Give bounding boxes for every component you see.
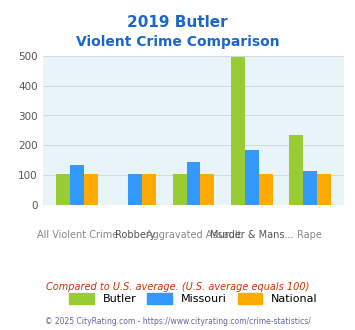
Bar (303, 171, 317, 205)
Bar (142, 174, 156, 205)
Text: All Violent Crime: All Violent Crime (37, 230, 118, 240)
Text: Murder & Mans...: Murder & Mans... (210, 230, 293, 240)
Bar (245, 150, 258, 205)
Bar (289, 135, 303, 205)
Legend: Butler, Missouri, National: Butler, Missouri, National (69, 293, 318, 305)
Bar (231, 57, 245, 205)
Bar (70, 165, 84, 205)
Text: Rape: Rape (297, 230, 322, 240)
Bar (129, 174, 142, 205)
Text: Aggravated Assault: Aggravated Assault (146, 230, 241, 240)
Text: © 2025 CityRating.com - https://www.cityrating.com/crime-statistics/: © 2025 CityRating.com - https://www.city… (45, 317, 310, 326)
Bar (84, 174, 98, 205)
Text: Robbery: Robbery (115, 230, 156, 240)
Text: 2019 Butler: 2019 Butler (127, 15, 228, 30)
Text: Violent Crime Comparison: Violent Crime Comparison (76, 35, 279, 49)
Bar (317, 174, 331, 205)
Bar (258, 174, 273, 205)
Bar (201, 174, 214, 205)
Bar (173, 174, 186, 205)
Bar (186, 161, 201, 205)
Bar (56, 174, 70, 205)
Text: Compared to U.S. average. (U.S. average equals 100): Compared to U.S. average. (U.S. average … (46, 282, 309, 292)
